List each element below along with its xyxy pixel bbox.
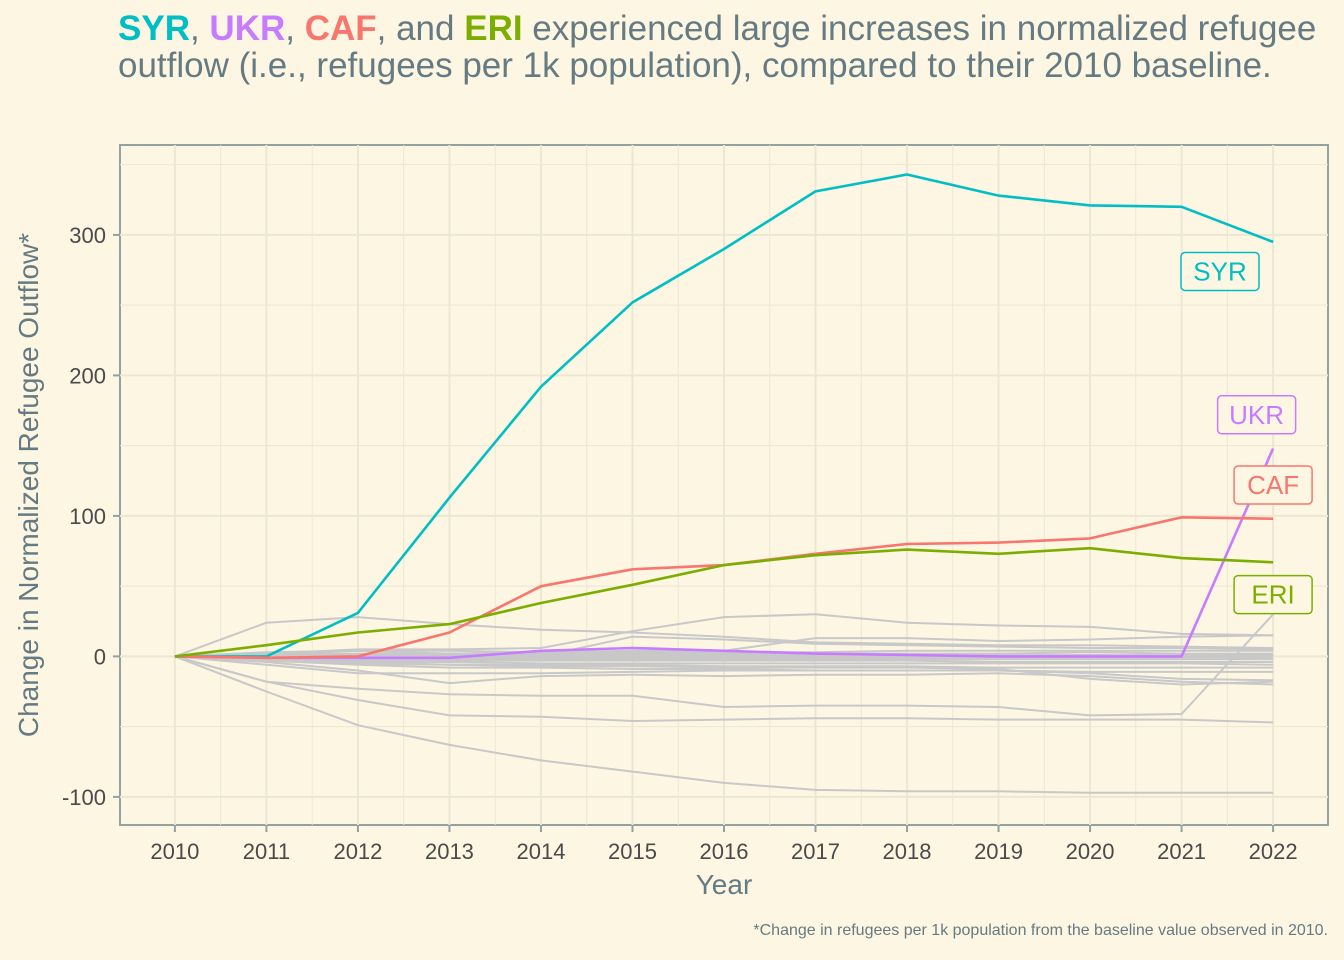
title-part: experienced large increases in normalize… — [118, 9, 1317, 85]
series-line-ukr — [174, 447, 1275, 660]
series-label-box-ukr — [1216, 395, 1297, 435]
x-tick-label: 2022 — [1249, 839, 1298, 864]
y-tick-label: 100 — [69, 504, 106, 529]
x-tick-label: 2019 — [974, 839, 1023, 864]
series-line-eri — [174, 546, 1274, 658]
x-axis-ticks: 2010 2011 2012 2013 2014 2015 2016 2017 2018 2019… — [150, 825, 1298, 864]
series-label-syr: SYR — [1193, 256, 1246, 286]
background-series-line — [174, 613, 1274, 658]
series-label-box-caf — [1233, 465, 1313, 505]
x-axis-title: Year — [696, 869, 753, 900]
background-series-line — [174, 654, 1274, 658]
title-part: CAF — [304, 9, 377, 48]
y-tick-label: -100 — [62, 785, 106, 810]
x-tick-label: 2015 — [608, 839, 657, 864]
chart-title: SYR, UKR, CAF, and ERI experienced large… — [118, 10, 1318, 84]
highlight-series-lines — [174, 173, 1275, 660]
background-series-line — [174, 655, 1274, 673]
background-series-line — [174, 655, 1274, 661]
title-part: , and — [376, 9, 465, 48]
background-series-line — [174, 655, 1274, 686]
background-series-line — [174, 655, 1274, 724]
x-tick-label: 2012 — [333, 839, 382, 864]
background-series-line — [174, 649, 1274, 658]
series-label-ukr: UKR — [1229, 400, 1284, 430]
series-line-syr — [174, 173, 1274, 658]
background-series-line — [174, 655, 1274, 669]
series-label-box-syr — [1180, 251, 1260, 292]
series-label-eri: ERI — [1251, 580, 1294, 610]
background-series-line — [174, 655, 1274, 663]
title-part: SYR — [118, 9, 190, 48]
background-series-line — [174, 613, 1274, 717]
series-label-box-eri — [1233, 574, 1313, 615]
series-label-caf: CAF — [1247, 470, 1299, 500]
x-tick-label: 2021 — [1157, 839, 1206, 864]
series-end-labels: SYR UKR CAF ERI — [1180, 251, 1313, 615]
y-axis-title: Change in Normalized Refugee Outflow* — [13, 233, 44, 737]
x-tick-label: 2013 — [425, 839, 474, 864]
y-tick-label: 300 — [69, 223, 106, 248]
title-part: , — [189, 9, 210, 48]
background-series-line — [174, 655, 1274, 682]
y-tick-label: 200 — [69, 363, 106, 388]
background-series-line — [174, 616, 1274, 658]
background-series-line — [174, 655, 1274, 686]
x-tick-label: 2016 — [700, 839, 749, 864]
x-tick-label: 2010 — [150, 839, 199, 864]
background-series-line — [174, 655, 1274, 794]
x-tick-label: 2020 — [1066, 839, 1115, 864]
x-tick-label: 2017 — [791, 839, 840, 864]
y-axis-ticks: -100 0 100 200 300 — [62, 223, 120, 810]
title-part: UKR — [209, 9, 286, 48]
x-tick-label: 2014 — [516, 839, 565, 864]
title-part: ERI — [464, 9, 523, 48]
title-part: , — [285, 9, 305, 48]
x-tick-label: 2011 — [243, 839, 290, 864]
chart-caption: *Change in refugees per 1k population fr… — [753, 922, 1328, 939]
x-tick-label: 2018 — [883, 839, 932, 864]
y-tick-label: 0 — [94, 644, 106, 669]
